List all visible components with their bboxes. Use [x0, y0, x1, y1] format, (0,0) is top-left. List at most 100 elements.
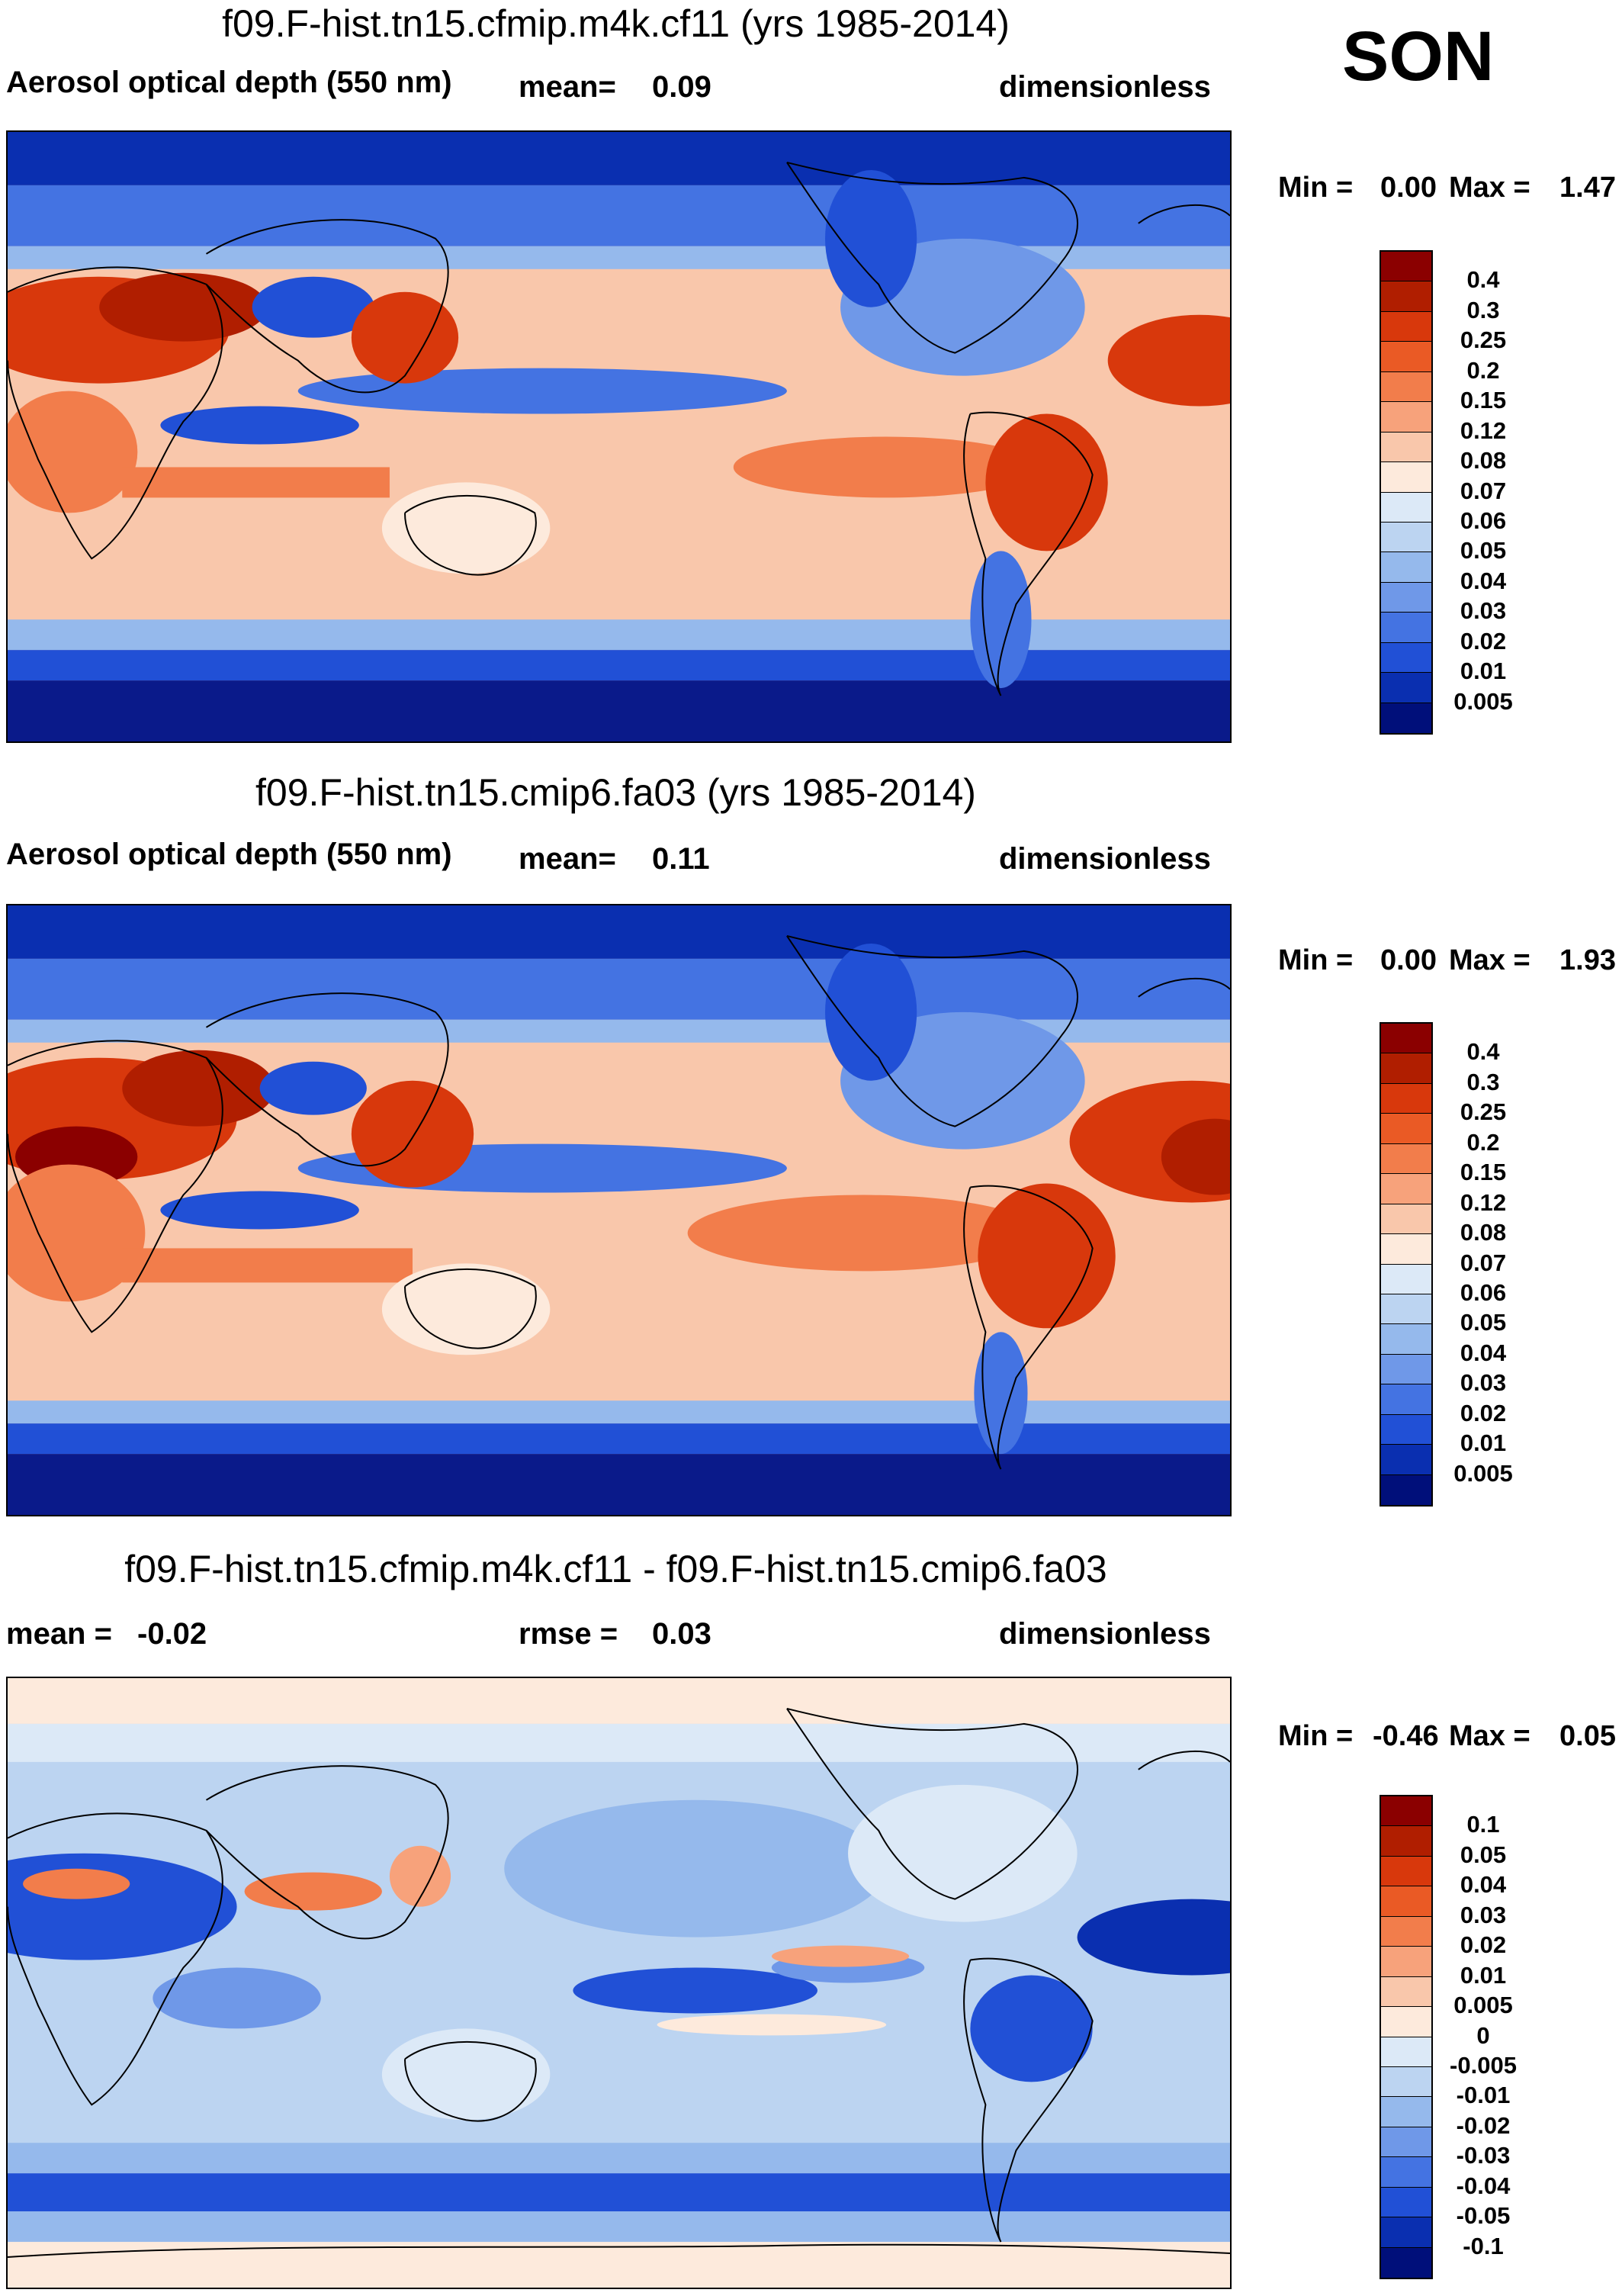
panel3-colorbar-tick-label: -0.01	[1456, 2082, 1511, 2109]
panel3-map	[6, 1677, 1232, 2289]
panel3-colorbar-swatch	[1381, 1947, 1431, 1977]
panel3-colorbar-tick-label: -0.005	[1450, 2051, 1517, 2079]
panel2-colorbar-tick-label: 0.05	[1460, 1309, 1507, 1336]
panel3-colorbar-swatch	[1381, 2187, 1431, 2218]
panel1-colorbar-swatch	[1381, 432, 1431, 463]
panel1-colorbar-tick-label: 0.02	[1460, 627, 1507, 654]
panel2-colorbar-tick-label: 0.04	[1460, 1339, 1507, 1366]
panel1-colorbar-tick-label: 0.3	[1466, 296, 1500, 323]
panel1-colorbar-tick-label: 0.25	[1460, 326, 1507, 354]
panel1-colorbar-swatch	[1381, 552, 1431, 583]
panel3-colorbar-swatch	[1381, 1916, 1431, 1947]
panel2-colorbar-tick-label: 0.06	[1460, 1278, 1507, 1306]
panel2-colorbar-swatch	[1381, 1445, 1431, 1475]
panel1-colorbar-swatch	[1381, 371, 1431, 403]
panel3-colorbar-swatch	[1381, 1856, 1431, 1887]
panel1-colorbar-tick-label: 0.08	[1460, 447, 1507, 474]
panel3-colorbar-swatch	[1381, 1796, 1431, 1827]
panel3-colorbar-tick-label: 0.03	[1460, 1901, 1507, 1928]
panel2-colorbar-swatch	[1381, 1143, 1431, 1175]
panel3-colorbar	[1380, 1795, 1433, 2279]
panel3-mean-label: mean =	[6, 1617, 112, 1651]
panel3-colorbar-swatch	[1381, 2127, 1431, 2158]
panel1-colorbar-tick-label: 0.005	[1453, 687, 1513, 715]
panel3-colorbar-tick-label: 0.1	[1466, 1811, 1500, 1838]
panel1-min-value: 0.00	[1380, 172, 1437, 204]
panel3-colorbar-tick-label: -0.02	[1456, 2111, 1511, 2139]
panel1-map	[6, 130, 1232, 743]
panel1-mean-label: mean=	[519, 70, 616, 104]
panel2-colorbar-tick-label: 0.2	[1466, 1128, 1500, 1156]
panel1-colorbar-swatch	[1381, 342, 1431, 372]
panel2-colorbar-tick-label: 0.02	[1460, 1399, 1507, 1426]
panel3-colorbar-tick-label: -0.04	[1456, 2172, 1511, 2199]
panel2-colorbar-tick-label: 0.03	[1460, 1369, 1507, 1397]
panel1-colorbar-tick-label: 0.12	[1460, 416, 1507, 444]
panel2-colorbar-labels: 0.4 0.3 0.25 0.2 0.15 0.12 0.08 0.07 0.06 0.05 0.0…	[1441, 1022, 1525, 1507]
panel3-colorbar-tick-label: -0.1	[1463, 2232, 1504, 2259]
panel3-colorbar-swatch	[1381, 1826, 1431, 1857]
panel2-colorbar	[1380, 1022, 1433, 1507]
panel3-colorbar-swatch	[1381, 2247, 1431, 2278]
panel1-colorbar-tick-label: 0.15	[1460, 387, 1507, 414]
panel1-colorbar-tick-label: 0.01	[1460, 658, 1507, 685]
panel2-colorbar-tick-label: 0.4	[1466, 1038, 1500, 1066]
panel2-colorbar-swatch	[1381, 1174, 1431, 1204]
panel1-colorbar-swatch	[1381, 703, 1431, 733]
panel1-variable-label: Aerosol optical depth (550 nm)	[6, 66, 452, 99]
panel2-colorbar-swatch	[1381, 1053, 1431, 1084]
panel3-min-label: Min =	[1278, 1720, 1354, 1752]
panel1-colorbar-swatch	[1381, 673, 1431, 703]
panel1-colorbar-swatch	[1381, 252, 1431, 282]
panel1-colorbar-tick-label: 0.07	[1460, 477, 1507, 504]
panel1-colorbar-swatch	[1381, 522, 1431, 553]
panel1-colorbar-tick-label: 0.04	[1460, 567, 1507, 594]
panel1-max-value: 1.47	[1559, 172, 1616, 204]
panel3-colorbar-swatch	[1381, 2217, 1431, 2248]
panel2-mean-label: mean=	[519, 842, 616, 876]
panel2-colorbar-swatch	[1381, 1024, 1431, 1054]
panel2-colorbar-swatch	[1381, 1474, 1431, 1505]
panel2-max-label: Max =	[1449, 944, 1530, 976]
panel1-colorbar-swatch	[1381, 613, 1431, 643]
panel1-colorbar-swatch	[1381, 642, 1431, 674]
panel1-colorbar-swatch	[1381, 281, 1431, 312]
panel2-colorbar-swatch	[1381, 1083, 1431, 1114]
panel2-colorbar-tick-label: 0.08	[1460, 1219, 1507, 1246]
panel1-max-label: Max =	[1449, 172, 1530, 204]
panel2-colorbar-swatch	[1381, 1414, 1431, 1445]
panel2-colorbar-swatch	[1381, 1204, 1431, 1235]
panel3-colorbar-tick-label: 0.04	[1460, 1871, 1507, 1899]
panel3-colorbar-swatch	[1381, 2007, 1431, 2037]
panel2-min-value: 0.00	[1380, 944, 1437, 976]
panel3-colorbar-labels: 0.1 0.05 0.04 0.03 0.02 0.01 0.005 0 -0.005 -0.01…	[1441, 1795, 1525, 2279]
panel2-colorbar-swatch	[1381, 1294, 1431, 1325]
panel1-colorbar-tick-label: 0.03	[1460, 597, 1507, 625]
panel3-max-value: 0.05	[1559, 1720, 1616, 1752]
panel1-colorbar-swatch	[1381, 582, 1431, 613]
panel1-title: f09.F-hist.tn15.cfmip.m4k.cf11 (yrs 1985…	[222, 2, 1010, 45]
panel3-colorbar-tick-label: 0.05	[1460, 1841, 1507, 1868]
panel3-min-value: -0.46	[1373, 1720, 1439, 1752]
panel2-colorbar-swatch	[1381, 1264, 1431, 1294]
panel2-colorbar-tick-label: 0.3	[1466, 1068, 1500, 1095]
panel2-colorbar-swatch	[1381, 1114, 1431, 1144]
panel2-colorbar-swatch	[1381, 1234, 1431, 1265]
panel3-colorbar-tick-label: 0.005	[1453, 1992, 1513, 2019]
panel1-colorbar-tick-label: 0.4	[1466, 266, 1500, 294]
panel3-colorbar-tick-label: 0.02	[1460, 1931, 1507, 1959]
panel1-colorbar-swatch	[1381, 492, 1431, 523]
panel1-mean-value: 0.09	[652, 70, 711, 104]
panel2-title: f09.F-hist.tn15.cmip6.fa03 (yrs 1985-201…	[255, 771, 976, 814]
panel3-colorbar-swatch	[1381, 2097, 1431, 2127]
panel1-colorbar-swatch	[1381, 462, 1431, 493]
panel3-colorbar-swatch	[1381, 1976, 1431, 2008]
panel3-colorbar-swatch	[1381, 1886, 1431, 1917]
panel3-max-label: Max =	[1449, 1720, 1530, 1752]
panel3-mean-value: -0.02	[137, 1617, 207, 1651]
panel2-units: dimensionless	[999, 842, 1211, 876]
panel2-colorbar-tick-label: 0.15	[1460, 1159, 1507, 1186]
panel1-colorbar-tick-label: 0.06	[1460, 506, 1507, 534]
panel2-colorbar-swatch	[1381, 1354, 1431, 1385]
panel1-units: dimensionless	[999, 70, 1211, 104]
